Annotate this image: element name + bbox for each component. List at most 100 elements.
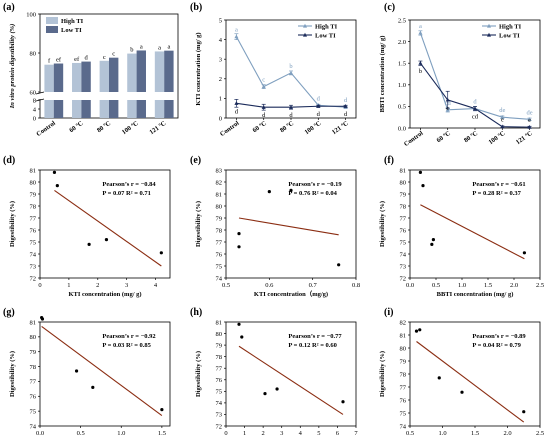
data-point bbox=[418, 170, 422, 174]
bar-low-ti bbox=[164, 50, 174, 92]
x-tick-label: 5 bbox=[317, 430, 320, 437]
y-tick-label: 2 bbox=[219, 76, 222, 83]
y-tick-label: 4 bbox=[33, 106, 37, 113]
y-tick-label: 0.5 bbox=[398, 104, 406, 111]
data-point bbox=[421, 184, 425, 188]
significance-letter: e bbox=[528, 117, 531, 124]
x-tick-label: 2 bbox=[262, 430, 265, 437]
data-point bbox=[500, 124, 505, 129]
axis-break-mark bbox=[35, 91, 45, 95]
y-tick-label: 81 bbox=[30, 319, 37, 326]
x-tick-label: 80 ºC bbox=[463, 130, 480, 144]
x-tick-label: 80 ºC bbox=[96, 120, 113, 134]
x-tick-label: 3 bbox=[125, 282, 128, 289]
y-tick-label: 78 bbox=[216, 227, 223, 234]
panel-label: (g) bbox=[3, 307, 15, 318]
y-tick-label: 81 bbox=[400, 167, 407, 174]
data-point bbox=[460, 390, 464, 394]
y-tick-label: 78 bbox=[30, 203, 37, 210]
legend-swatch bbox=[46, 26, 58, 33]
data-point bbox=[430, 242, 434, 246]
data-point bbox=[337, 263, 341, 267]
y-tick-label: 2.5 bbox=[398, 17, 406, 24]
data-point bbox=[522, 251, 527, 255]
y-tick-label: 82 bbox=[400, 319, 407, 326]
panel-e: (e) Digestibility (%) 74 75 76 77 78 79 80 81 82 83… bbox=[190, 155, 360, 298]
data-point bbox=[275, 387, 279, 391]
data-point bbox=[343, 104, 348, 108]
x-tick-label: 2.5 bbox=[536, 282, 544, 289]
y-tick-label: 72 bbox=[216, 423, 223, 430]
stats-annotation: Pearson’s r = −0.19 bbox=[288, 181, 342, 188]
plot-frame bbox=[409, 19, 541, 129]
data-point bbox=[418, 328, 422, 332]
x-tick-label: 4 bbox=[299, 430, 303, 437]
data-point bbox=[160, 408, 164, 412]
y-tick-label: 1.0 bbox=[398, 82, 406, 89]
y-tick-label: 79 bbox=[216, 342, 223, 349]
panel-label: (e) bbox=[190, 155, 201, 166]
x-tick-label: 121 ºC bbox=[331, 120, 350, 136]
x-tick-label: 0.5 bbox=[77, 430, 85, 437]
y-tick-label: 80 bbox=[30, 50, 37, 57]
stats-annotation: P = 0.76 R² = 0.04 bbox=[288, 190, 337, 197]
significance-letter: a bbox=[158, 44, 161, 51]
bar-low-ti-lower bbox=[81, 100, 91, 118]
y-tick-label: 73 bbox=[216, 412, 223, 419]
y-tick-label: 74 bbox=[30, 251, 37, 258]
x-tick-label: Control bbox=[219, 120, 241, 138]
y-tick-label: 1.5 bbox=[398, 61, 406, 68]
legend-swatch bbox=[46, 17, 58, 24]
bar-high-ti-lower bbox=[99, 100, 109, 118]
x-tick-label: 1.5 bbox=[471, 430, 479, 437]
significance-letter: a bbox=[419, 23, 422, 30]
stats-annotation: P = 0.03 R² = 0.85 bbox=[102, 342, 151, 349]
panel-g: (g) Digestibility (%) 74 75 76 77 78 79 80 81 0.0 0… bbox=[3, 307, 171, 437]
plot-frame bbox=[39, 321, 171, 427]
x-tick-label: 1.5 bbox=[158, 430, 166, 437]
y-tick-label: 80 bbox=[30, 179, 37, 186]
y-tick-label: 1 bbox=[219, 96, 222, 103]
y-tick-label: 3 bbox=[219, 57, 222, 64]
panel-label: (i) bbox=[384, 307, 393, 318]
data-point bbox=[261, 105, 266, 109]
data-point bbox=[341, 400, 345, 404]
x-tick-label: 1.0 bbox=[458, 282, 466, 289]
y-tick-label: 75 bbox=[30, 239, 37, 246]
y-axis-label: Digestibility (%) bbox=[379, 201, 386, 247]
data-point bbox=[52, 170, 57, 174]
stats-annotation: Pearson’s r = −0.77 bbox=[288, 333, 342, 340]
panel-label: (a) bbox=[3, 2, 15, 13]
x-tick-label: 4 bbox=[154, 282, 158, 289]
regression-line bbox=[238, 345, 344, 415]
panel-d: (d) Digestibility (%) 72 73 74 75 76 77 78 79 80 81… bbox=[3, 155, 171, 298]
y-tick-label: 80 bbox=[216, 331, 223, 338]
x-tick-label: 2.5 bbox=[536, 430, 544, 437]
y-tick-label: 73 bbox=[400, 263, 407, 270]
significance-letter: d bbox=[235, 108, 239, 115]
significance-letter: a bbox=[140, 43, 143, 50]
axis-break-gap bbox=[37, 93, 43, 99]
legend-label: Low TI bbox=[315, 33, 336, 40]
data-point bbox=[289, 105, 293, 109]
y-axis-label: BBTI concentration (mg/ g) bbox=[379, 36, 386, 113]
y-axis-label: Digestibility (%) bbox=[379, 351, 386, 397]
x-tick-label: 0.0 bbox=[406, 282, 414, 289]
x-tick-label: 0 bbox=[224, 430, 227, 437]
y-tick-label: 0.0 bbox=[398, 125, 406, 132]
y-axis-label: Digestibility (%) bbox=[9, 351, 16, 397]
x-tick-label: 0.8 bbox=[352, 282, 360, 289]
legend-marker bbox=[303, 23, 307, 28]
data-point bbox=[104, 238, 109, 242]
significance-letter: d bbox=[262, 112, 266, 119]
x-tick-label: 2.0 bbox=[503, 430, 511, 437]
data-point bbox=[289, 188, 293, 192]
data-point bbox=[234, 101, 239, 105]
y-tick-label: 76 bbox=[216, 377, 223, 384]
y-tick-label: 76 bbox=[400, 397, 407, 404]
x-tick-label: Control bbox=[403, 130, 425, 148]
significance-letter: b bbox=[289, 63, 292, 70]
x-tick-label: 1 bbox=[67, 282, 70, 289]
y-tick-label: 83 bbox=[216, 167, 223, 174]
stats-annotation: Pearson’s r = −0.84 bbox=[102, 181, 156, 188]
